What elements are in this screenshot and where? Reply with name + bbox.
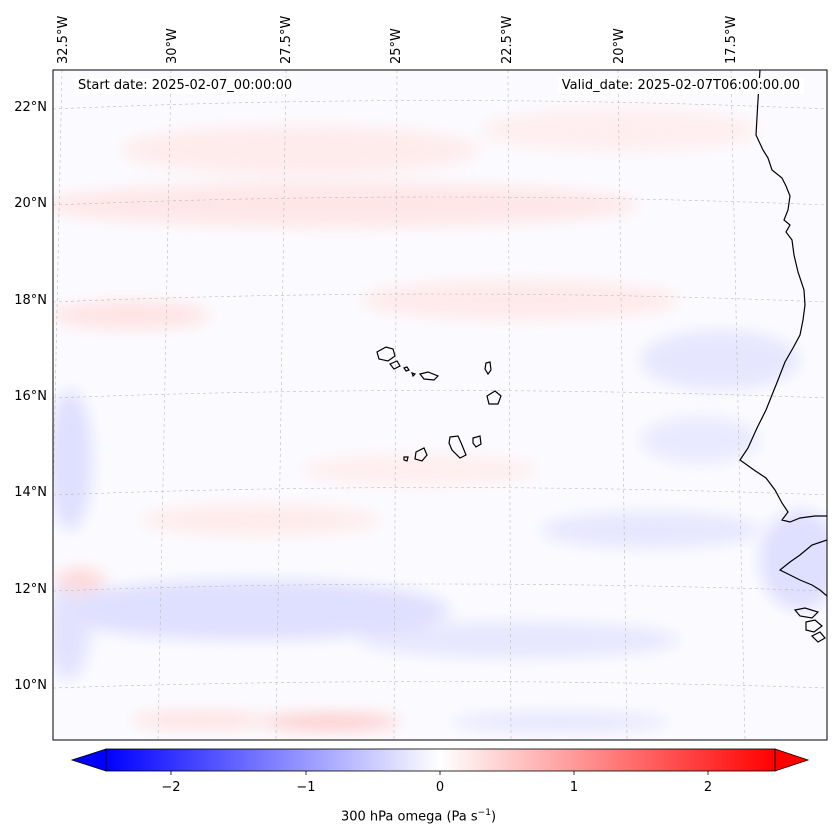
colorbar-tick-label: 2 bbox=[704, 780, 712, 795]
lon-tick-label: 20°W bbox=[612, 28, 627, 64]
sal bbox=[484, 361, 492, 376]
sao-vicente bbox=[389, 360, 401, 370]
boa-vista bbox=[486, 390, 502, 405]
brava bbox=[403, 456, 409, 462]
lat-tick-label: 14°N bbox=[14, 485, 47, 500]
santo-antao bbox=[376, 346, 396, 362]
sao-nicolau bbox=[418, 371, 440, 381]
lat-tick-label: 12°N bbox=[14, 582, 47, 597]
lon-tick-label: 32.5°W bbox=[56, 16, 71, 64]
lat-tick-label: 22°N bbox=[14, 100, 47, 115]
colorbar-title-text: 300 hPa omega (Pa s bbox=[340, 809, 478, 825]
valid-date-label: Valid_date: 2025-02-07T06:00:00.00 bbox=[557, 78, 804, 94]
lat-tick-labels: 22°N 20°N 18°N 16°N 14°N 12°N 10°N bbox=[14, 100, 47, 693]
maio bbox=[472, 435, 482, 448]
lon-tick-label: 22.5°W bbox=[500, 16, 515, 64]
lon-tick-label: 25°W bbox=[389, 28, 404, 64]
colorbar-gradient bbox=[105, 748, 776, 772]
lat-tick-label: 16°N bbox=[14, 389, 47, 404]
colorbar: −2 −1 0 1 2 bbox=[70, 748, 810, 795]
west-africa-coast bbox=[739, 70, 827, 523]
lat-tick-label: 10°N bbox=[14, 678, 47, 693]
colorbar-tick-label: −1 bbox=[296, 780, 315, 795]
lon-tick-label: 30°W bbox=[165, 28, 180, 64]
colorbar-title: 300 hPa omega (Pa s−1) bbox=[0, 808, 837, 824]
fogo bbox=[414, 447, 428, 462]
colorbar-extend-low bbox=[70, 748, 107, 772]
guinea-bissau-coast bbox=[778, 539, 827, 597]
colorbar-tick-label: 1 bbox=[570, 780, 578, 795]
start-date-label: Start date: 2025-02-07_00:00:00 bbox=[74, 78, 297, 94]
santiago bbox=[448, 435, 467, 459]
colorbar-title-exponent: −1 bbox=[477, 808, 491, 818]
lat-tick-label: 20°N bbox=[14, 196, 47, 211]
lon-tick-label: 17.5°W bbox=[724, 16, 739, 64]
coastlines bbox=[376, 70, 827, 643]
omega-field bbox=[53, 70, 827, 740]
lat-tick-label: 18°N bbox=[14, 293, 47, 308]
map-frame bbox=[52, 69, 828, 741]
lon-tick-label: 27.5°W bbox=[279, 16, 294, 64]
graticule bbox=[53, 70, 827, 740]
lon-tick-labels: 32.5°W 30°W 27.5°W 25°W 22.5°W 20°W 17.5… bbox=[56, 16, 739, 64]
colorbar-tick-label: −2 bbox=[161, 780, 180, 795]
colorbar-tick-label: 0 bbox=[436, 780, 444, 795]
colorbar-extend-high bbox=[774, 748, 810, 772]
colorbar-title-close: ) bbox=[490, 809, 497, 825]
